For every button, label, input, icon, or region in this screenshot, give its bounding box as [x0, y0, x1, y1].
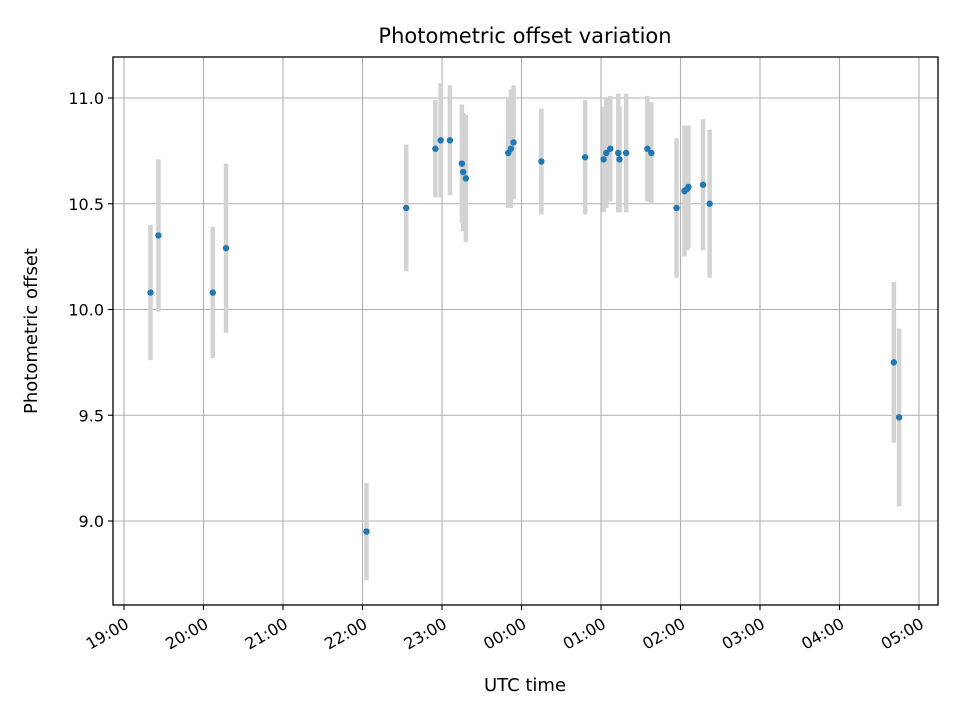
data-point	[603, 149, 610, 157]
data-point	[685, 183, 692, 191]
data-points	[147, 137, 903, 535]
data-point	[460, 168, 467, 176]
data-point	[673, 204, 680, 212]
data-point	[648, 149, 655, 157]
chart-title: Photometric offset variation	[378, 24, 671, 48]
data-point	[458, 160, 466, 167]
y-axis-label: Photometric offset	[21, 248, 42, 414]
data-point	[222, 244, 230, 252]
data-point	[432, 145, 439, 152]
x-axis-label: UTC time	[484, 675, 566, 696]
data-point	[510, 139, 517, 146]
data-point	[706, 200, 713, 207]
y-tick-label: 9.0	[79, 512, 104, 531]
data-point	[209, 289, 216, 296]
data-point	[895, 414, 903, 421]
data-point	[615, 149, 622, 157]
y-tick-label: 10.0	[68, 301, 104, 320]
data-point	[462, 175, 470, 182]
plot-frame	[112, 56, 939, 606]
data-point	[507, 145, 515, 152]
data-point	[437, 137, 444, 144]
data-point	[699, 181, 707, 188]
data-point	[644, 145, 651, 152]
data-point	[538, 158, 545, 165]
data-point	[607, 145, 614, 152]
data-point	[147, 289, 154, 296]
data-point	[363, 528, 370, 535]
data-point	[403, 204, 410, 212]
y-tick-label: 9.5	[79, 406, 104, 425]
data-point	[616, 156, 623, 163]
y-tick-label: 10.5	[68, 195, 104, 214]
grid-lines	[113, 57, 938, 605]
data-point	[581, 154, 589, 161]
data-point	[600, 156, 607, 163]
data-point	[890, 359, 898, 366]
data-point	[622, 149, 630, 157]
y-tick-label: 11.0	[68, 89, 104, 108]
data-point	[446, 137, 454, 144]
data-point	[155, 232, 162, 239]
